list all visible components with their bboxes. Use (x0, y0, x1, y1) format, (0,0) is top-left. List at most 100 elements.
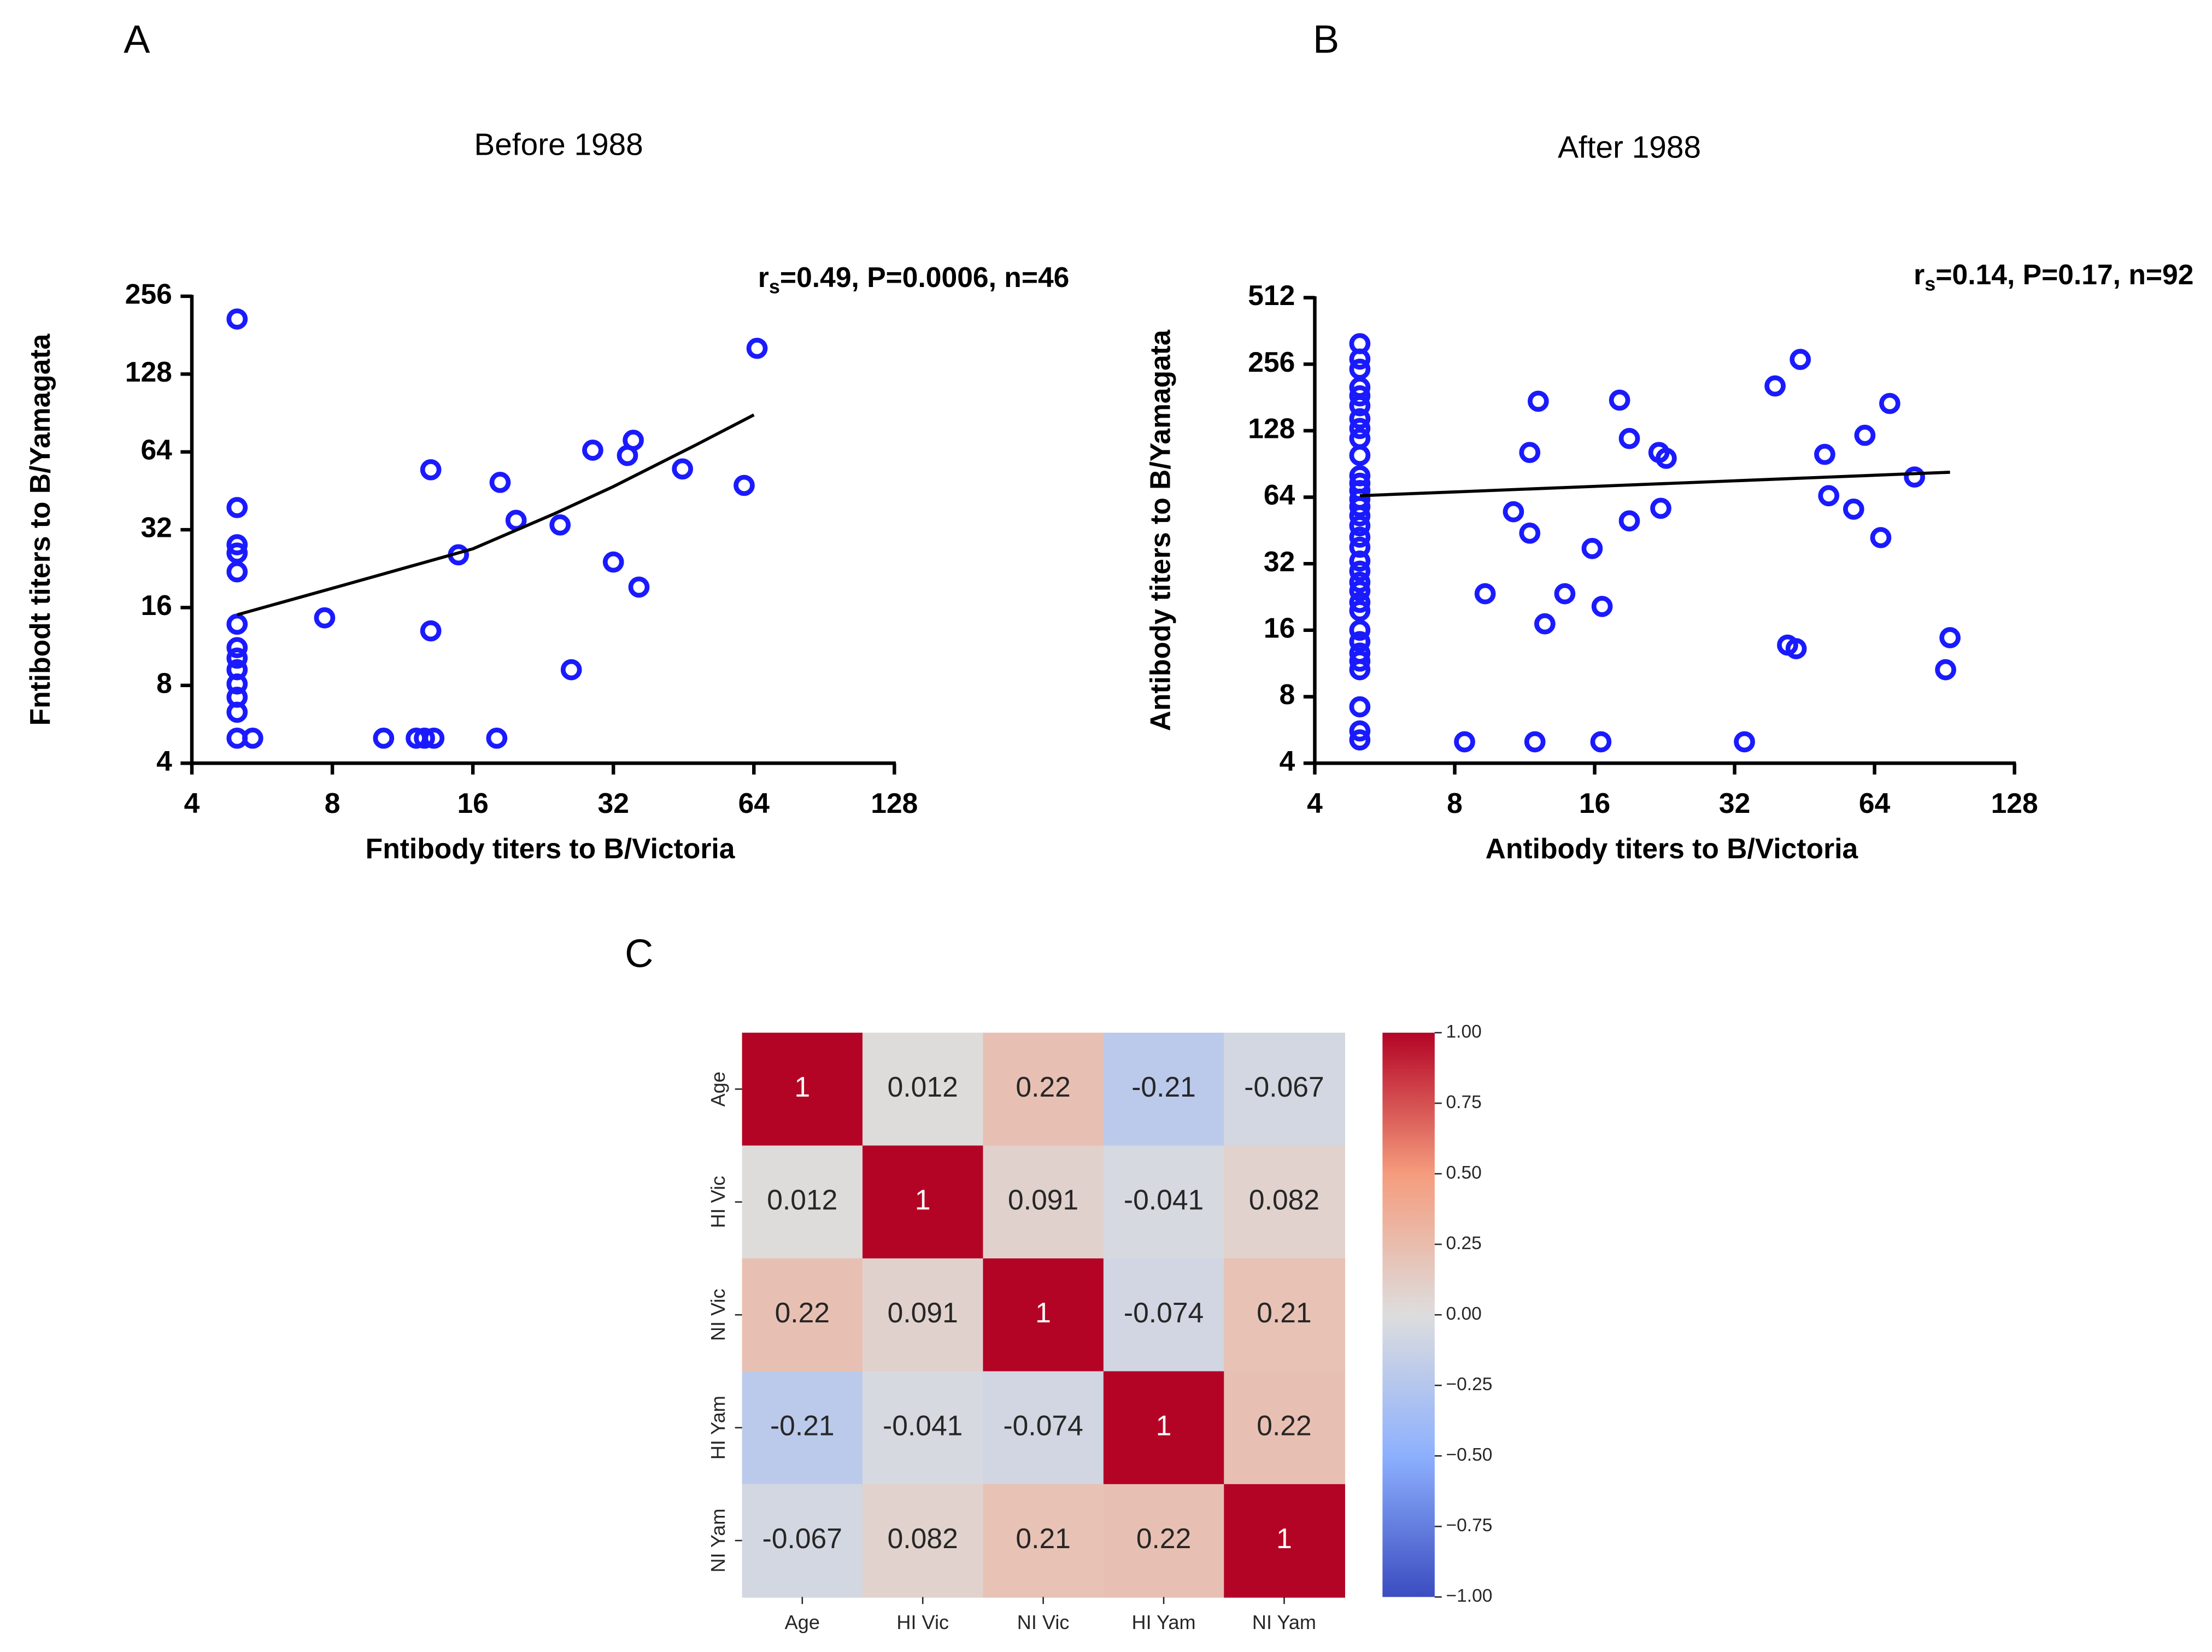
cell-value: 1 (1035, 1297, 1051, 1328)
cell-value: 0.012 (767, 1184, 837, 1215)
cell-value: -0.074 (1124, 1297, 1204, 1328)
data-point (1349, 550, 1371, 572)
data-point (423, 727, 445, 749)
data-point (414, 727, 435, 749)
data-point (1349, 580, 1371, 602)
data-point (1349, 496, 1371, 518)
data-point (1349, 571, 1371, 593)
data-point (1349, 536, 1371, 558)
data-point (1474, 583, 1496, 605)
heatmap-cell (742, 1371, 864, 1485)
heatmap-cell (983, 1484, 1105, 1598)
data-point (1349, 526, 1371, 548)
data-point (1870, 527, 1892, 548)
heatmap-cell (1103, 1145, 1225, 1259)
data-point (1349, 600, 1371, 622)
heatmap-cell (862, 1484, 984, 1598)
data-point (1349, 729, 1371, 751)
data-point (1818, 485, 1840, 507)
cell-value: -0.21 (770, 1409, 835, 1441)
y-tick-label: 256 (125, 278, 172, 310)
fit-line (1359, 471, 1950, 497)
y-tick-label: 128 (125, 356, 172, 388)
data-point (602, 551, 624, 573)
row-label: Age (707, 1071, 729, 1106)
chart-title: After 1988 (1558, 131, 1701, 165)
data-point (420, 459, 442, 481)
y-tick-label: 512 (1248, 279, 1295, 311)
data-point (505, 509, 527, 531)
y-tick-label: 32 (1264, 546, 1295, 577)
data-point (373, 727, 395, 749)
panel-letter: A (124, 18, 150, 62)
data-point (1524, 731, 1546, 753)
data-point (1590, 731, 1612, 753)
y-tick-label: 128 (1248, 412, 1295, 444)
data-point (1591, 595, 1613, 617)
data-point (1843, 499, 1864, 520)
data-point (1349, 619, 1371, 641)
cell-value: 0.21 (1257, 1297, 1311, 1328)
data-point (1349, 385, 1371, 407)
data-point (582, 440, 603, 461)
data-point (226, 613, 248, 635)
data-point (226, 647, 248, 669)
heatmap-cell (742, 1258, 864, 1372)
x-tick-label: 32 (598, 787, 629, 819)
data-point (420, 620, 442, 642)
heatmap-cell (1224, 1258, 1345, 1372)
row-label: NI Vic (707, 1288, 729, 1341)
y-tick-label: 64 (1264, 479, 1295, 511)
heatmap-cell (1103, 1033, 1225, 1146)
x-tick-label: 16 (457, 787, 488, 819)
data-point (1349, 560, 1371, 582)
annotation-r: r (1914, 258, 1925, 290)
heatmap-cell (742, 1484, 864, 1598)
heatmap-cell (1103, 1258, 1225, 1372)
cell-value: -0.041 (883, 1409, 963, 1441)
colorbar-tick-label: 0.00 (1446, 1304, 1482, 1324)
cell-value: -0.041 (1124, 1184, 1204, 1215)
data-point (1349, 659, 1371, 681)
heatmap-cell (1224, 1033, 1345, 1146)
data-point (314, 607, 336, 629)
data-point (1349, 444, 1371, 466)
x-tick-label: 8 (325, 787, 341, 819)
heatmap-cell (1103, 1484, 1225, 1598)
colorbar-tick-label: 0.50 (1446, 1163, 1482, 1183)
heatmap-cell (983, 1033, 1105, 1146)
cell-value: 1 (794, 1071, 810, 1103)
heatmap-cell (862, 1371, 984, 1485)
x-tick-label: 4 (184, 787, 200, 819)
heatmap-cell (983, 1371, 1105, 1485)
heatmap-cell (1103, 1371, 1225, 1485)
x-tick-label: 4 (1307, 787, 1323, 819)
y-tick-label: 256 (1248, 346, 1295, 378)
data-point (226, 673, 248, 695)
chart-title: Before 1988 (474, 127, 643, 162)
data-point (1650, 497, 1671, 519)
colorbar-tick-label: 1.00 (1446, 1022, 1482, 1042)
panel-letter: B (1313, 18, 1339, 62)
heatmap-cell (862, 1258, 984, 1372)
heatmap-cell (862, 1145, 984, 1259)
data-point (623, 430, 644, 451)
colorbar-tick-label: 0.25 (1446, 1233, 1482, 1253)
x-tick-label: 16 (1579, 787, 1610, 819)
data-point (1854, 424, 1876, 446)
x-tick-label: 64 (1859, 787, 1891, 819)
cell-value: 0.012 (888, 1071, 958, 1103)
data-point (1764, 375, 1786, 397)
colorbar-tick-label: −0.75 (1446, 1515, 1493, 1536)
data-point (1519, 442, 1541, 464)
row-label: NI Yam (707, 1509, 729, 1573)
cell-value: -0.21 (1131, 1071, 1196, 1103)
data-point (628, 576, 650, 598)
data-point (226, 534, 248, 555)
data-point (1581, 537, 1603, 559)
col-label: HI Vic (896, 1611, 949, 1633)
data-point (560, 659, 582, 681)
y-tick-label: 32 (140, 512, 172, 543)
heatmap-cell (742, 1145, 864, 1259)
